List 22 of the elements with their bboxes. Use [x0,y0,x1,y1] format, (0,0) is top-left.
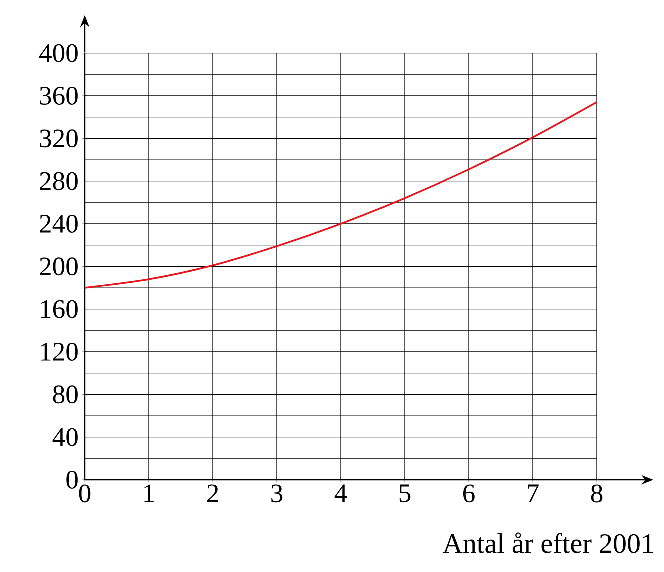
x-tick-label: 3 [272,484,283,503]
line-series [84,102,598,289]
y-tick-label: 0 [66,471,78,489]
x-tick-label: 0 [79,484,91,503]
x-tick-label: 5 [400,484,411,502]
x-tick-label: 6 [463,484,475,503]
y-tick-label: 160 [41,300,78,318]
x-tick-label: 4 [334,484,348,502]
y-tick-label: 200 [40,258,78,276]
x-tick-label: 1 [144,484,154,502]
x-tick-label: 7 [528,484,539,502]
y-tick-label: 280 [40,172,78,190]
y-tick-label: 360 [40,87,78,105]
x-tick-label: 8 [591,484,603,503]
y-tick-label: 80 [53,386,78,404]
x-tick-label: 2 [208,484,218,502]
x-axis-title: Antal år efter 2001 [442,532,654,554]
y-tick-label: 120 [41,343,78,361]
y-tick-label: 320 [40,130,78,148]
y-tick-label: 40 [52,428,78,446]
y-tick-label: 400 [39,44,78,62]
y-tick-label: 240 [40,215,78,233]
